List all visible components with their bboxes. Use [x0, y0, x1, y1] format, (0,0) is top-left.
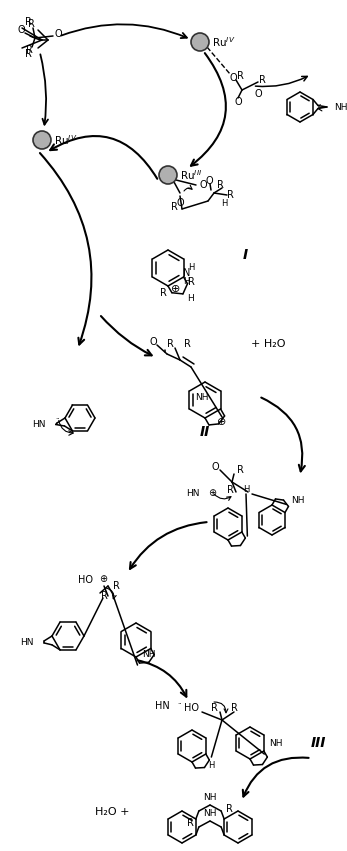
Text: R: R: [259, 75, 265, 85]
Text: NH: NH: [195, 392, 209, 402]
Text: R: R: [101, 591, 108, 601]
Text: $\oplus$: $\oplus$: [215, 416, 226, 427]
Text: I: I: [243, 248, 247, 262]
Text: HN: HN: [20, 638, 34, 648]
Text: H: H: [184, 277, 190, 285]
Text: O: O: [200, 180, 208, 190]
Text: R: R: [184, 339, 191, 349]
Circle shape: [159, 166, 177, 184]
Text: ··: ··: [318, 102, 322, 108]
Text: HN: HN: [186, 489, 200, 499]
Text: H: H: [243, 486, 249, 494]
Text: H: H: [208, 761, 214, 769]
Text: + H₂O: + H₂O: [251, 339, 285, 349]
Text: H₂O +: H₂O +: [95, 807, 129, 817]
Text: O: O: [54, 29, 62, 39]
Text: O: O: [234, 97, 242, 107]
Text: R: R: [237, 71, 244, 81]
Text: Ru$^{III}$: Ru$^{III}$: [180, 168, 202, 182]
Text: R: R: [217, 180, 223, 190]
Text: O: O: [229, 73, 237, 83]
Text: II: II: [200, 425, 210, 439]
Text: NH: NH: [142, 650, 155, 659]
Text: O: O: [149, 337, 157, 347]
Text: R: R: [188, 277, 195, 287]
Text: H: H: [188, 262, 195, 271]
Text: R: R: [230, 703, 237, 713]
Text: O: O: [254, 89, 262, 99]
Text: R: R: [227, 485, 234, 495]
Text: $\oplus$: $\oplus$: [170, 283, 180, 294]
Text: R: R: [226, 804, 232, 814]
Text: N: N: [183, 268, 190, 278]
Text: NH: NH: [269, 739, 282, 747]
Text: Ru$^{IV}$: Ru$^{IV}$: [212, 35, 235, 49]
Text: R: R: [160, 288, 167, 298]
Text: R: R: [25, 49, 32, 59]
Text: R: R: [25, 17, 32, 27]
Text: III: III: [310, 736, 326, 750]
Circle shape: [191, 33, 209, 51]
Text: NH: NH: [203, 792, 217, 802]
Text: HO: HO: [185, 703, 200, 713]
Text: $\oplus$: $\oplus$: [209, 487, 218, 498]
Text: R: R: [211, 703, 218, 713]
Text: R: R: [167, 339, 174, 349]
Text: HO: HO: [78, 575, 93, 585]
Text: O: O: [211, 462, 219, 472]
Text: O: O: [17, 25, 25, 35]
Text: R: R: [187, 818, 194, 828]
Text: R: R: [26, 45, 32, 55]
Text: HN: HN: [155, 701, 170, 711]
Text: Ru$^{IV}$: Ru$^{IV}$: [54, 133, 77, 147]
Text: R: R: [27, 19, 34, 29]
Text: $\oplus$: $\oplus$: [99, 573, 109, 584]
Circle shape: [33, 131, 51, 149]
Text: O: O: [176, 198, 184, 208]
Text: NH: NH: [291, 495, 305, 505]
Text: NH: NH: [334, 102, 347, 111]
Text: ··: ··: [178, 701, 182, 707]
Text: R: R: [237, 465, 244, 475]
Text: R: R: [171, 202, 177, 212]
Text: R: R: [112, 581, 119, 591]
Text: R: R: [227, 190, 234, 200]
Text: NH: NH: [203, 808, 217, 818]
Text: H: H: [221, 198, 227, 208]
Text: HN: HN: [32, 420, 46, 429]
Text: ··: ··: [56, 416, 60, 422]
Text: H: H: [188, 294, 194, 304]
Text: O: O: [205, 176, 213, 186]
